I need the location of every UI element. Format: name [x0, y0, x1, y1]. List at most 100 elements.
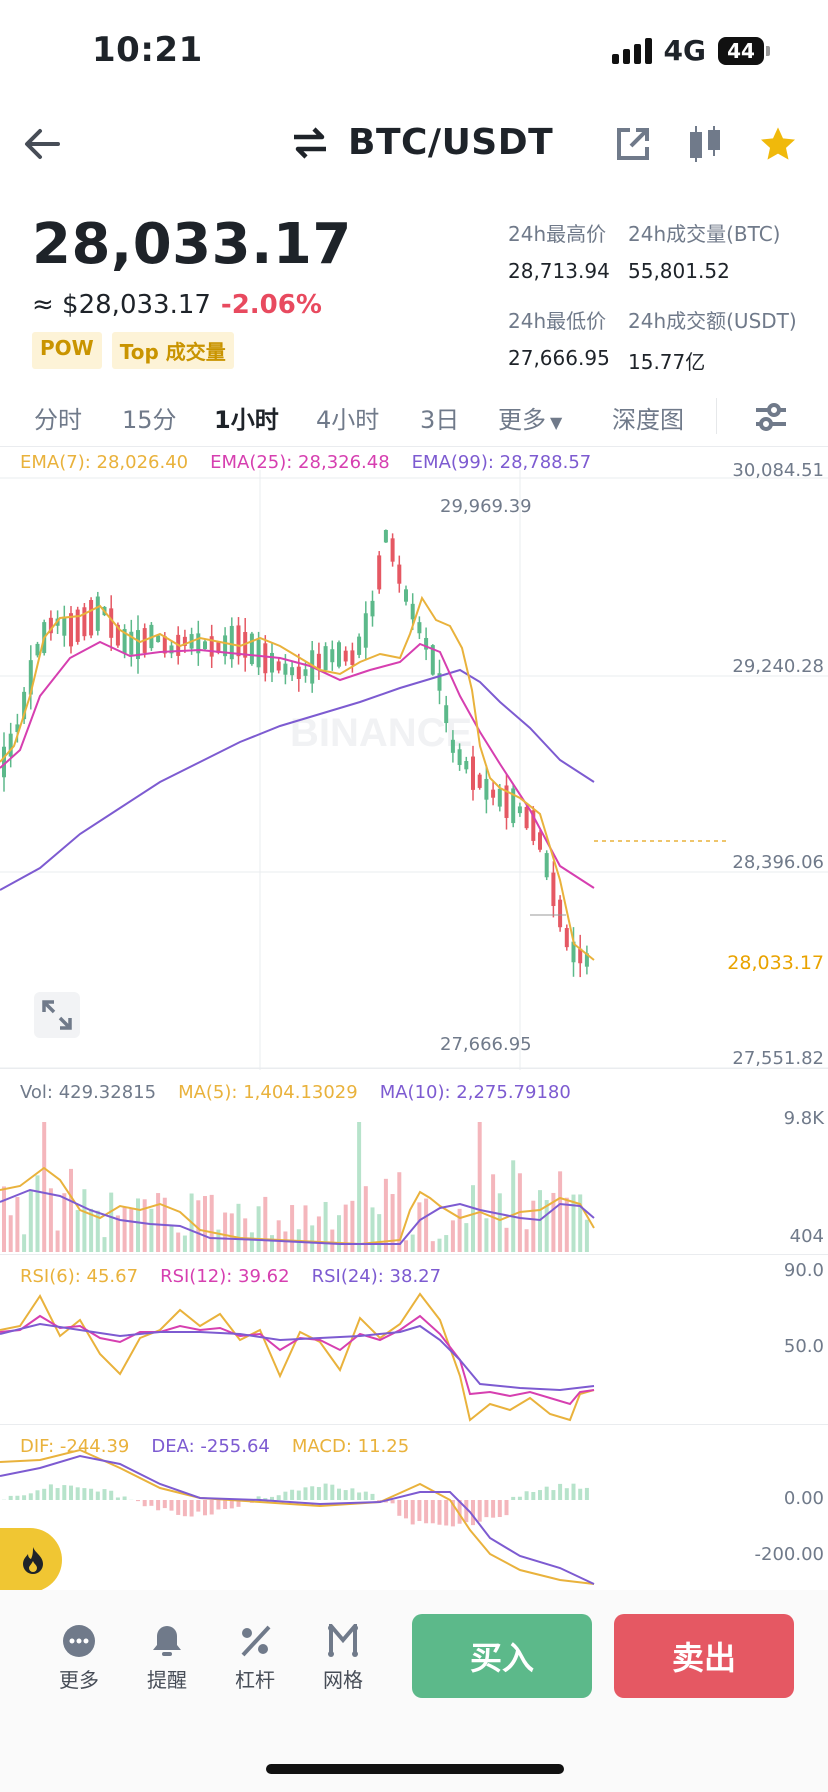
macd-bar [397, 1500, 402, 1516]
dif-line [0, 1448, 595, 1585]
tag-top-volume[interactable]: Top 成交量 [111, 332, 234, 369]
macd-chart[interactable] [0, 1440, 600, 1590]
tab-more[interactable]: 更多 ▼ [498, 400, 562, 435]
tab-3d[interactable]: 3日 [420, 406, 460, 434]
tab-depth[interactable]: 深度图 [612, 406, 684, 434]
alert-button[interactable]: 提醒 [132, 1618, 202, 1693]
candle-body [28, 660, 33, 695]
pair-switcher[interactable]: BTC/USDT [290, 122, 553, 163]
volume-bar [370, 1207, 375, 1252]
volume-bar [176, 1232, 181, 1252]
candle-body [270, 652, 274, 673]
volume-bar [330, 1229, 335, 1252]
candle-body [404, 589, 408, 602]
candlestick-chart[interactable]: BINANCE [0, 470, 828, 1070]
volume-bar [102, 1237, 107, 1252]
volume-bar [511, 1160, 516, 1252]
candle-body [350, 650, 355, 665]
flame-icon [23, 1547, 43, 1574]
volume-bar [571, 1194, 576, 1252]
stats-col-2: 24h成交量(BTC) 55,801.52 24h成交额(USDT) 15.77… [628, 218, 797, 375]
candle-body [471, 756, 475, 790]
candle-body [390, 538, 395, 562]
macd-bar [363, 1491, 368, 1500]
macd-axis-top: 0.00 [783, 1488, 824, 1509]
ema7-label: EMA(7): 28,026.40 [20, 452, 189, 473]
sell-button[interactable]: 卖出 [614, 1614, 794, 1698]
volume-usdt-label: 24h成交额(USDT) [628, 309, 797, 333]
candle-body [444, 705, 449, 724]
macd-bar [316, 1487, 321, 1500]
grid-button[interactable]: 网格 [308, 1618, 378, 1693]
more-button[interactable]: 更多 [44, 1618, 114, 1693]
macd-bar [477, 1500, 482, 1522]
volume-bar [424, 1198, 429, 1252]
swap-icon [294, 126, 326, 159]
candle-body [122, 629, 127, 654]
hot-button[interactable] [0, 1528, 62, 1592]
buy-button[interactable]: 买入 [412, 1614, 592, 1698]
vol-ma5-label: MA(5): 1,404.13029 [178, 1082, 358, 1103]
candle-body [15, 724, 20, 733]
grid-bot-icon [328, 1624, 358, 1657]
volume-bar [564, 1197, 569, 1252]
volume-bar [229, 1213, 234, 1252]
candle-body [35, 643, 40, 656]
candle-body [584, 953, 589, 967]
macd-bar [538, 1490, 542, 1500]
star-icon[interactable] [758, 124, 798, 164]
volume-bar [75, 1210, 80, 1252]
candle-body [417, 622, 422, 634]
candle-body [169, 645, 174, 654]
ema25-line [0, 640, 595, 889]
macd-bar [484, 1500, 489, 1518]
candle-body [397, 564, 402, 584]
tab-timeshare[interactable]: 分时 [34, 406, 82, 434]
candle-body [296, 666, 301, 679]
macd-bar [189, 1500, 194, 1517]
rsi12-line [0, 1314, 595, 1406]
candle-chart-icon[interactable] [686, 124, 724, 164]
macd-bar [497, 1500, 502, 1518]
rsi-axis-top: 90.0 [783, 1260, 824, 1281]
volume-chart[interactable] [0, 1100, 600, 1252]
macd-bar [182, 1500, 187, 1517]
settings-sliders-icon[interactable] [754, 400, 788, 434]
candle-body [538, 832, 542, 850]
tab-4h[interactable]: 4小时 [316, 406, 380, 434]
back-arrow-icon[interactable] [22, 126, 62, 166]
candle-body [162, 636, 167, 654]
macd-bar [270, 1496, 274, 1500]
expand-chart-button[interactable] [34, 992, 80, 1038]
percent-icon [241, 1625, 271, 1657]
candle-body [330, 649, 335, 663]
macd-bar [584, 1487, 589, 1500]
macd-bar [22, 1495, 27, 1500]
macd-bar [558, 1483, 563, 1500]
tab-1h[interactable]: 1小时 [214, 406, 279, 434]
macd-bar [290, 1489, 295, 1500]
macd-bar [236, 1500, 241, 1507]
macd-bar [283, 1491, 288, 1500]
tag-pow[interactable]: POW [32, 332, 102, 369]
candle-body [517, 806, 522, 814]
macd-bar [149, 1500, 154, 1506]
vol-label: Vol: 429.32815 [20, 1082, 157, 1103]
macd-bar [296, 1490, 301, 1500]
candle-body [276, 661, 281, 671]
leverage-button[interactable]: 杠杆 [220, 1618, 290, 1693]
home-indicator [266, 1764, 564, 1774]
tab-15m[interactable]: 15分 [122, 406, 177, 434]
volume-bar [216, 1229, 221, 1252]
rsi24-label: RSI(24): 38.27 [311, 1266, 442, 1287]
rsi-chart[interactable] [0, 1280, 600, 1430]
alert-label: 提醒 [147, 1668, 187, 1692]
macd-bar [15, 1495, 20, 1500]
volume-bar [464, 1223, 469, 1252]
candle-body [424, 637, 429, 650]
macd-bar [377, 1500, 382, 1501]
macd-bar [578, 1488, 583, 1500]
share-icon[interactable] [614, 125, 652, 163]
low-label: 24h最低价 [508, 309, 607, 333]
price-axis-top: 30,084.51 [732, 460, 824, 481]
